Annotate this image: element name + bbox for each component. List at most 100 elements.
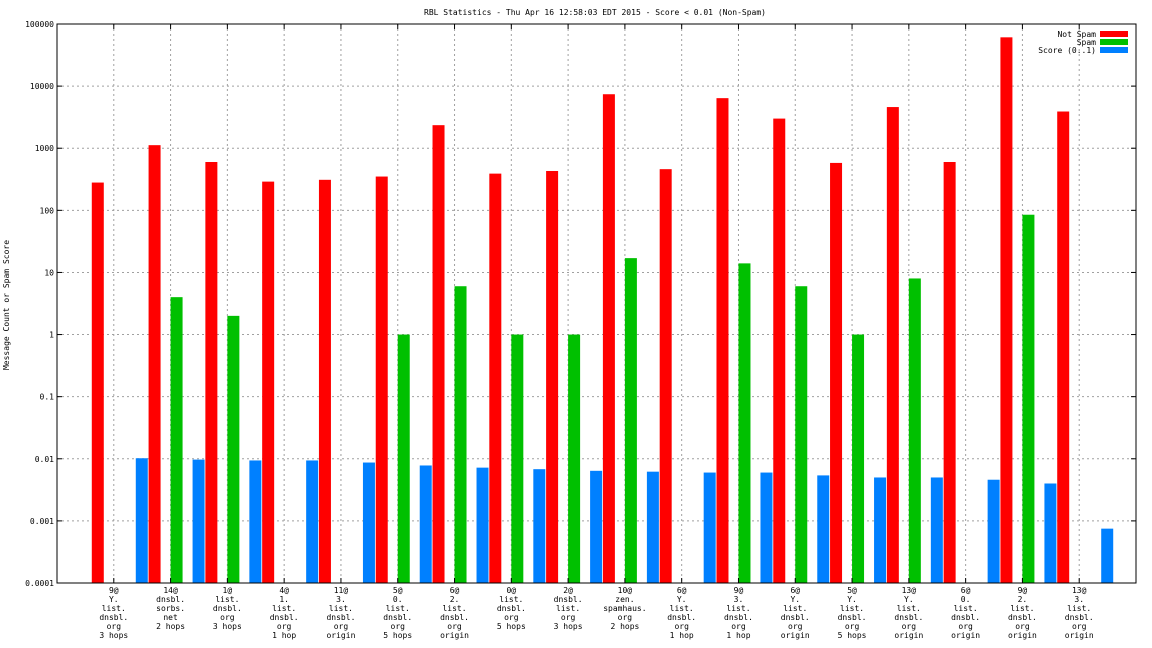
x-tick-label: list. (1010, 604, 1034, 613)
x-tick-label: 10@ (618, 586, 633, 595)
bar-score-0-1 (362, 462, 375, 583)
y-tick-label: 1 (49, 331, 54, 340)
x-tick-label: dnsbl. (1008, 613, 1037, 622)
x-tick-label: 2 hops (156, 622, 185, 631)
x-tick-label: origin (894, 631, 923, 640)
x-tick-label: 3 hops (213, 622, 242, 631)
x-tick-label: list. (897, 604, 921, 613)
legend-swatch (1100, 39, 1128, 45)
bar-score-0-1 (306, 460, 319, 583)
x-tick-label: origin (440, 631, 469, 640)
x-tick-label: 3. (734, 595, 744, 604)
bar-score-0-1 (192, 459, 205, 583)
x-tick-label: org (618, 613, 633, 622)
x-tick-label: 6@ (450, 586, 460, 595)
y-tick-label: 10000 (30, 82, 54, 91)
x-tick-label: list. (329, 604, 353, 613)
bar-score-0-1 (419, 465, 432, 583)
bar-score-0-1 (874, 477, 887, 583)
x-tick-label: dnsbl. (99, 613, 128, 622)
bar-score-0-1 (930, 477, 943, 583)
x-tick-label: 9@ (109, 586, 119, 595)
x-tick-label: list. (272, 604, 296, 613)
bar-not-spam (716, 98, 729, 584)
x-tick-label: list. (783, 604, 807, 613)
bars (91, 37, 1114, 584)
x-tick-label: org (674, 622, 689, 631)
x-tick-label: org (788, 622, 803, 631)
x-tick-label: dnsbl. (951, 613, 980, 622)
legend-label: Spam (1077, 38, 1096, 47)
x-tick-label: Y. (904, 595, 914, 604)
x-tick-label: dnsbl. (383, 613, 412, 622)
x-tick-label: dnsbl. (497, 604, 526, 613)
x-tick-label: dnsbl. (156, 595, 185, 604)
bar-spam (227, 315, 240, 583)
x-tick-label: list. (102, 604, 126, 613)
x-tick-label: 3. (1074, 595, 1084, 604)
x-tick-label: dnsbl. (440, 613, 469, 622)
x-tick-label: 3. (336, 595, 346, 604)
x-tick-label: 5@ (847, 586, 857, 595)
bar-spam (795, 286, 808, 583)
bar-not-spam (148, 145, 161, 584)
x-tick-label: org (561, 613, 576, 622)
bar-not-spam (262, 181, 275, 583)
x-tick-label: 2. (1018, 595, 1028, 604)
y-tick-label: 0.01 (35, 455, 54, 464)
bar-not-spam (773, 118, 786, 583)
x-tick-label: Y. (677, 595, 687, 604)
x-tick-label: org (277, 622, 292, 631)
x-tick-label: org (1072, 622, 1087, 631)
x-tick-label: dnsbl. (213, 604, 242, 613)
x-tick-label: org (845, 622, 860, 631)
bar-spam (454, 286, 467, 583)
x-tick-label: origin (326, 631, 355, 640)
x-tick-label: 5 hops (497, 622, 526, 631)
bar-score-0-1 (987, 479, 1000, 583)
x-tick-label: dnsbl. (838, 613, 867, 622)
x-tick-label: origin (951, 631, 980, 640)
x-tick-label: dnsbl. (724, 613, 753, 622)
x-tick-label: org (731, 622, 746, 631)
y-axis-label: Message Count or Spam Score (2, 240, 11, 370)
x-tick-label: Y. (847, 595, 857, 604)
x-tick-label: org (334, 622, 349, 631)
x-tick-label: origin (781, 631, 810, 640)
bar-score-0-1 (135, 458, 148, 583)
bar-spam (397, 334, 410, 583)
y-tick-label: 0.1 (40, 393, 55, 402)
bar-score-0-1 (817, 475, 830, 583)
bar-score-0-1 (1101, 528, 1114, 583)
x-tick-label: 1. (279, 595, 289, 604)
bar-score-0-1 (476, 467, 489, 583)
x-tick-label: 0. (393, 595, 403, 604)
x-tick-label: list. (215, 595, 239, 604)
x-tick-label: org (220, 613, 235, 622)
x-tick-label: org (902, 622, 917, 631)
x-tick-label: 1 hop (272, 631, 296, 640)
bar-not-spam (375, 176, 388, 584)
bar-score-0-1 (533, 469, 546, 583)
x-tick-label: 3 hops (554, 622, 583, 631)
x-tick-label: sorbs. (156, 604, 185, 613)
legend-label: Not Spam (1057, 30, 1096, 39)
x-tick-label: origin (1065, 631, 1094, 640)
x-tick-label: 5 hops (838, 631, 867, 640)
x-tick-label: 5@ (393, 586, 403, 595)
x-tick-label: dnsbl. (667, 613, 696, 622)
x-tick-label: 1 hop (670, 631, 694, 640)
x-tick-label: 4@ (279, 586, 289, 595)
x-tick-label: 0. (961, 595, 971, 604)
x-tick-label: 3 hops (99, 631, 128, 640)
bar-spam (170, 297, 183, 583)
bar-score-0-1 (703, 472, 716, 583)
x-tick-label: 11@ (334, 586, 349, 595)
x-tick-label: 0@ (506, 586, 516, 595)
bar-spam (852, 334, 865, 583)
x-tick-label: list. (954, 604, 978, 613)
bar-spam (568, 334, 581, 583)
y-tick-label: 100000 (25, 20, 54, 29)
x-tick-label: dnsbl. (554, 595, 583, 604)
